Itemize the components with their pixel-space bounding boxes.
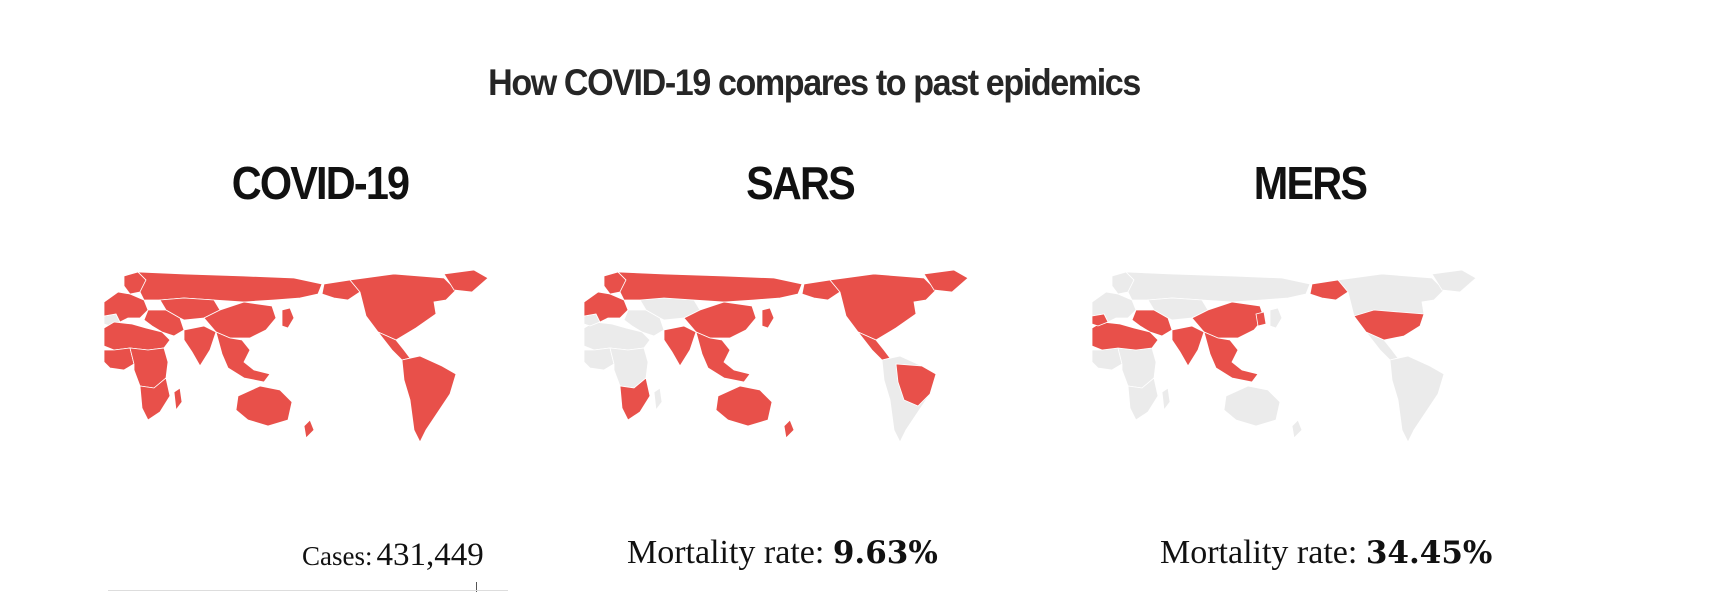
affected-southeast-asia (215, 331, 271, 383)
covid-cases-stat: Cases: 431,449 (302, 537, 484, 574)
region-africa-west (584, 347, 615, 371)
region-africa-south (1127, 377, 1159, 421)
affected-korea (1255, 311, 1267, 327)
affected-russia (136, 271, 323, 303)
region-south-america (1389, 355, 1445, 443)
affected-new-zealand (303, 419, 315, 439)
sars-mortality-label: Mortality rate: (627, 534, 825, 571)
affected-new-zealand (783, 419, 795, 439)
affected-india (183, 325, 217, 367)
affected-southeast-asia (695, 331, 751, 383)
covid-cases-value: 431,449 (376, 537, 484, 573)
affected-usa (1353, 309, 1425, 341)
sars-map (584, 270, 1024, 480)
affected-iberia (1092, 313, 1109, 327)
affected-middle-east (1131, 309, 1173, 337)
page-title: How COVID-19 compares to past epidemics (488, 62, 1141, 103)
region-new-zealand (1291, 419, 1303, 439)
affected-southeast-asia (1203, 331, 1259, 383)
sars-title: SARS (746, 157, 856, 209)
covid-map (104, 270, 544, 480)
sars-mortality-value: 9.63% (832, 535, 938, 571)
affected-north-america (349, 273, 457, 341)
world-map-svg (584, 270, 969, 443)
affected-india (1171, 325, 1205, 367)
affected-africa-west (104, 347, 135, 371)
affected-north-america (829, 273, 937, 341)
mers-mortality-value: 34.45% (1365, 535, 1493, 571)
affected-alaska (1309, 279, 1349, 301)
world-map-svg (1092, 270, 1477, 443)
sars-mortality-stat: Mortality rate: 9.63% (627, 534, 938, 572)
affected-japan (761, 307, 775, 329)
mers-mortality-label: Mortality rate: (1160, 534, 1358, 571)
cases-tick (476, 582, 477, 592)
cases-baseline (108, 590, 508, 591)
affected-europe (584, 291, 629, 323)
affected-greenland (923, 270, 969, 293)
covid-cases-label: Cases: (302, 541, 373, 571)
affected-africa-north (104, 321, 171, 351)
region-madagascar (1161, 387, 1171, 412)
region-africa-north (584, 321, 651, 351)
affected-madagascar (173, 387, 183, 412)
affected-australia (715, 385, 773, 427)
affected-central-america (857, 331, 891, 361)
affected-brazil (895, 363, 937, 407)
affected-greenland (443, 270, 489, 293)
region-australia (1223, 385, 1281, 427)
region-madagascar (653, 387, 663, 412)
affected-africa-south (139, 377, 171, 421)
affected-south-america (401, 355, 457, 443)
region-africa-west (1092, 347, 1123, 371)
region-greenland (1431, 270, 1477, 293)
affected-japan (281, 307, 295, 329)
world-map-svg (104, 270, 489, 443)
mers-title: MERS (1253, 157, 1368, 209)
affected-africa-north (1092, 321, 1159, 351)
covid-title: COVID-19 (231, 157, 410, 209)
affected-australia (235, 385, 293, 427)
region-japan (1269, 307, 1283, 329)
region-russia (1124, 271, 1311, 303)
affected-russia (616, 271, 803, 303)
affected-india (663, 325, 697, 367)
mers-map (1092, 270, 1532, 480)
affected-africa-south (619, 377, 651, 421)
mers-mortality-stat: Mortality rate: 34.45% (1160, 534, 1492, 572)
affected-europe (104, 291, 149, 323)
